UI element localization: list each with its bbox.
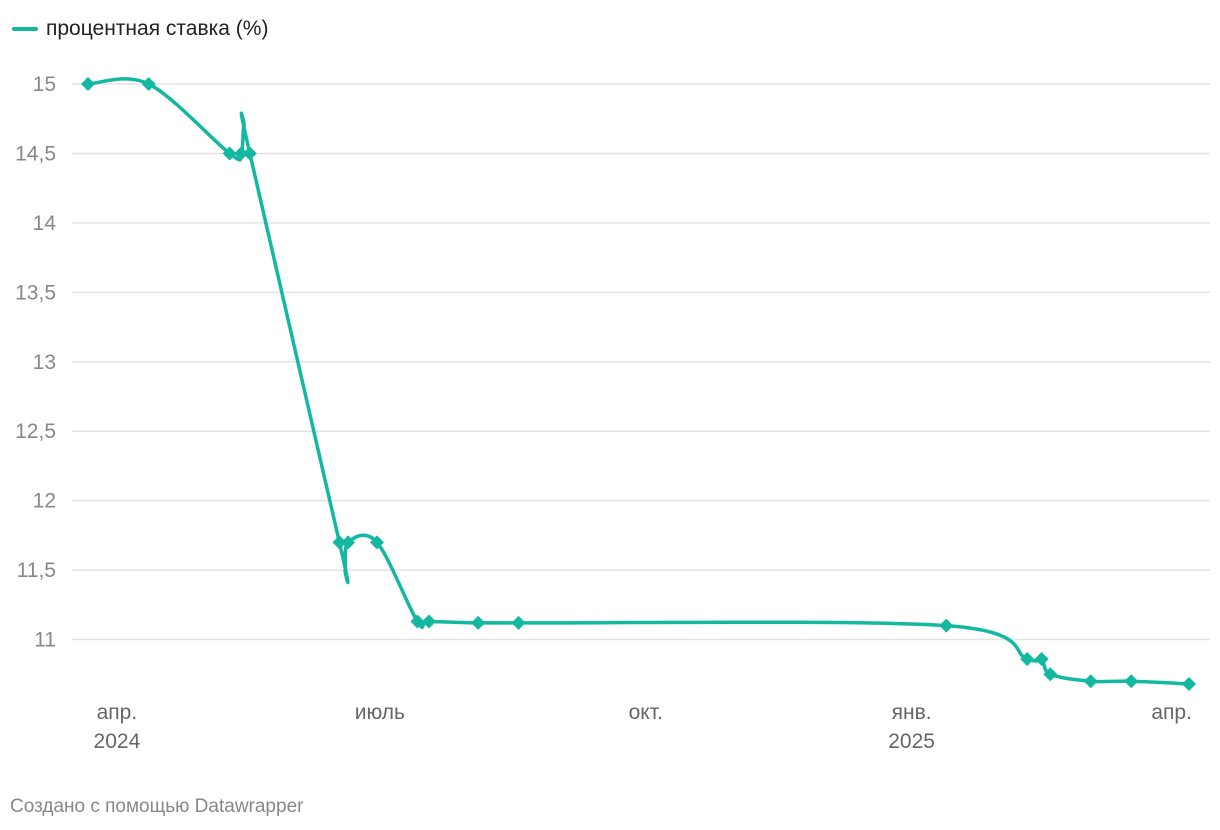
y-tick-label: 14,5 bbox=[15, 142, 56, 165]
x-tick-label: июль bbox=[355, 701, 405, 724]
data-point-marker[interactable] bbox=[1043, 667, 1058, 682]
data-point-marker[interactable] bbox=[1034, 652, 1049, 666]
data-point-marker[interactable] bbox=[1124, 674, 1139, 689]
data-point-marker[interactable] bbox=[332, 535, 347, 550]
data-point-marker[interactable] bbox=[222, 146, 237, 161]
data-point-marker[interactable] bbox=[1083, 674, 1098, 689]
data-point-marker[interactable] bbox=[341, 535, 356, 550]
y-tick-label: 11,5 bbox=[17, 559, 56, 582]
data-point-marker[interactable] bbox=[939, 618, 954, 633]
series-line bbox=[86, 77, 1191, 686]
series-markers bbox=[81, 77, 1196, 691]
x-tick-year-label: 2024 bbox=[94, 730, 141, 753]
y-tick-label: 12 bbox=[33, 490, 56, 513]
data-point-marker[interactable] bbox=[81, 77, 95, 91]
line-chart: 15 14,5 14 13,5 13 12,5 12 11,5 11 апр. 2024 июль о… bbox=[15, 73, 1210, 753]
data-point-marker[interactable] bbox=[242, 146, 257, 161]
y-tick-label: 13,5 bbox=[15, 281, 56, 304]
data-point-marker[interactable] bbox=[369, 535, 384, 550]
gridlines bbox=[72, 83, 1210, 641]
data-point-marker[interactable] bbox=[1020, 652, 1035, 666]
x-axis-ticks: апр. 2024 июль окт. янв. 2025 апр. bbox=[94, 701, 1192, 753]
y-tick-label: 11 bbox=[34, 629, 56, 652]
legend-label: процентная ставка (%) bbox=[46, 17, 269, 40]
data-point-marker[interactable] bbox=[1182, 677, 1196, 691]
x-tick-label: окт. bbox=[629, 701, 663, 724]
series-line-group bbox=[86, 77, 1191, 686]
legend-line-swatch bbox=[12, 27, 38, 31]
y-tick-label: 12,5 bbox=[15, 420, 56, 443]
x-tick-label: янв. bbox=[892, 701, 932, 724]
x-tick-label: апр. bbox=[97, 701, 138, 724]
chart-legend: процентная ставка (%) bbox=[12, 17, 268, 41]
y-tick-label: 14 bbox=[33, 212, 57, 235]
data-point-marker[interactable] bbox=[234, 146, 249, 161]
y-axis-ticks: 15 14,5 14 13,5 13 12,5 12 11,5 11 bbox=[15, 73, 56, 652]
data-point-marker[interactable] bbox=[421, 614, 436, 629]
data-point-marker[interactable] bbox=[410, 614, 425, 629]
y-tick-label: 13 bbox=[33, 351, 56, 374]
x-tick-year-label: 2025 bbox=[888, 730, 935, 753]
data-point-marker[interactable] bbox=[471, 615, 486, 630]
y-tick-label: 15 bbox=[33, 73, 56, 96]
data-point-marker[interactable] bbox=[511, 615, 526, 630]
x-tick-label: апр. bbox=[1151, 701, 1192, 724]
data-point-marker[interactable] bbox=[141, 77, 156, 91]
datawrapper-credit: Создано с помощью Datawrapper bbox=[10, 796, 304, 817]
